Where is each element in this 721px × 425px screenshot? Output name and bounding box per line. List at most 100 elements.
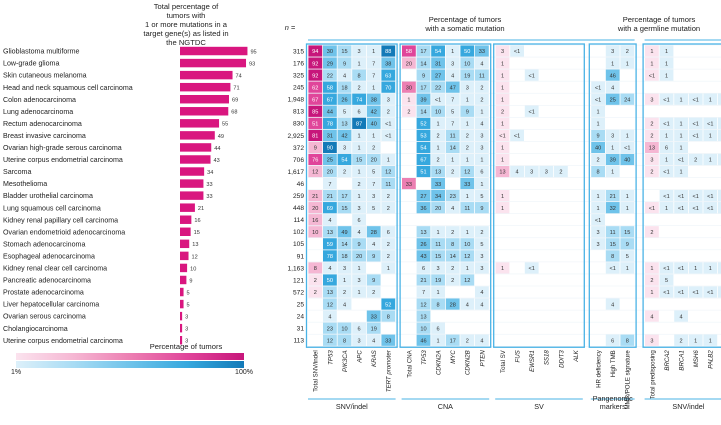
bar	[180, 59, 246, 67]
cancer-type-label: Kidney renal clear cell carcinoma	[3, 265, 107, 273]
group-label-snv-indel: SNV/indel	[336, 402, 368, 411]
cell-value: 10	[312, 230, 318, 236]
cell-value: 33	[435, 182, 441, 188]
column-label-ss18: SS18	[544, 350, 551, 366]
cell-value: 62	[312, 85, 318, 91]
cell-value: <1	[693, 122, 699, 128]
cell-value: 1	[665, 49, 668, 55]
cell-value: 94	[312, 49, 318, 55]
cell-value: 3	[650, 158, 653, 164]
cell-value: 3	[451, 61, 454, 67]
bar	[180, 179, 203, 187]
cell-value: 4	[358, 230, 361, 236]
cell-value: 2	[480, 230, 483, 236]
column-label-alk: ALK	[573, 349, 580, 362]
cell-value: 46	[420, 338, 426, 344]
cell-value: 3	[480, 134, 483, 140]
cell-value: 1	[680, 170, 683, 176]
bar-value-label: 34	[207, 170, 213, 176]
bar	[180, 155, 211, 163]
cell-value: 9	[626, 242, 629, 248]
cell-value: 2	[451, 230, 454, 236]
cell-value: 1	[466, 266, 469, 272]
cell-value: 4	[343, 302, 346, 308]
cell-value: 26	[420, 242, 426, 248]
bar	[180, 276, 186, 284]
cell-value: 63	[385, 73, 391, 79]
cell-value: <1	[693, 290, 699, 296]
cell-value: 52	[385, 302, 391, 308]
cell-value: 1	[694, 338, 697, 344]
bar-value-label: 71	[233, 86, 239, 92]
cell-value: 25	[610, 97, 616, 103]
n-value: 245	[293, 85, 304, 92]
cell-value: 9	[422, 73, 425, 79]
cancer-type-label: Esophageal adenocarcinoma	[3, 252, 95, 260]
cell-value: 1	[665, 134, 668, 140]
cell-value: 17	[341, 194, 347, 200]
cell-value: 1	[466, 194, 469, 200]
cancer-type-label: Ovarian serous carcinoma	[3, 313, 86, 321]
cell-value: 1	[501, 266, 504, 272]
cell-value: 1	[626, 61, 629, 67]
cell-value: <1	[529, 266, 535, 272]
cell-value: 1	[480, 158, 483, 164]
cell-value: 5	[372, 170, 375, 176]
cell-value: 33	[464, 182, 470, 188]
cell-value: 12	[464, 254, 470, 260]
bar-value-label: 5	[187, 302, 190, 308]
cell-value: 29	[327, 61, 333, 67]
cell-value: 2	[650, 170, 653, 176]
cell-value: 70	[385, 85, 391, 91]
bar	[180, 288, 184, 296]
cell-value: 1	[372, 134, 375, 140]
bar-value-label: 33	[206, 194, 212, 200]
cell-value: 8	[597, 170, 600, 176]
cell-value: 6	[387, 230, 390, 236]
cell-value: 2	[451, 170, 454, 176]
cell-value: 54	[435, 49, 441, 55]
column-label-pten: PTEN	[479, 350, 486, 367]
cell-value: 4	[466, 302, 469, 308]
cell-value: 2	[358, 182, 361, 188]
cell-value: 1	[372, 85, 375, 91]
bar-value-label: 69	[232, 98, 238, 104]
cell-value: 1	[709, 338, 712, 344]
cell-value: 42	[341, 134, 347, 140]
cell-value: 1	[665, 158, 668, 164]
cell-value: 23	[327, 326, 333, 332]
cell-value: 15	[341, 206, 347, 212]
cell-value: <1	[663, 290, 669, 296]
cell-value: 13	[341, 122, 347, 128]
column-label-pik3ca: PIK3CA	[342, 350, 349, 372]
cancer-type-label: Stomach adenocarcinoma	[3, 240, 85, 248]
cell-value: 1	[387, 266, 390, 272]
bar	[180, 300, 184, 308]
cell-value: 2	[437, 158, 440, 164]
column-label-tert-promoter: TERT promoter	[386, 349, 393, 392]
cell-value: <1	[707, 122, 713, 128]
cell-value: 7	[451, 122, 454, 128]
cell-value: 15	[435, 254, 441, 260]
cell-value: 49	[341, 230, 347, 236]
cell-value: 67	[312, 97, 318, 103]
cell-value: 1	[358, 290, 361, 296]
cell-value: 2	[372, 146, 375, 152]
cell-value: 1	[372, 49, 375, 55]
cell-value: <1	[610, 266, 616, 272]
cell-value: 28	[450, 302, 456, 308]
cell-value: 14	[450, 254, 456, 260]
cell-value: 10	[435, 109, 441, 115]
cancer-type-label: Sarcoma	[3, 168, 31, 176]
cell-value: 4	[611, 85, 614, 91]
cell-value: 1	[709, 134, 712, 140]
cell-value: 20	[406, 61, 412, 67]
bar	[180, 264, 187, 272]
cell-value: 31	[327, 134, 333, 140]
cell-value: 4	[680, 314, 683, 320]
cell-value: 1	[626, 194, 629, 200]
cancer-type-label: Uterine corpus endometrial carcinoma	[3, 156, 123, 164]
cell-value: 12	[327, 302, 333, 308]
bar-value-label: 49	[218, 134, 224, 140]
